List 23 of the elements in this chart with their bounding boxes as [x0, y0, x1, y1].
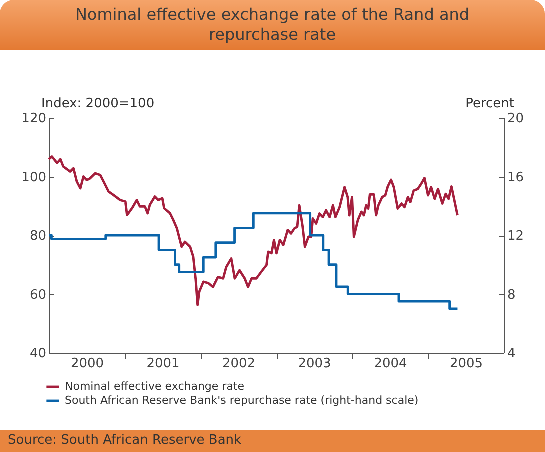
- x-tick-label: 2002: [222, 356, 256, 372]
- y-tick-label: 40: [30, 346, 46, 362]
- x-tick-label: 2003: [298, 356, 332, 372]
- legend-label: Nominal effective exchange rate: [65, 380, 245, 393]
- line-series: [48, 156, 459, 306]
- y2-tick-label: 8: [508, 288, 516, 303]
- y-tick-label: 120: [22, 112, 46, 126]
- y2-tick-label: 16: [508, 170, 524, 186]
- y2-axis-title: Percent: [466, 96, 514, 112]
- source-note: Source: South African Reserve Bank: [0, 430, 545, 452]
- x-tick-label: 2001: [146, 356, 180, 372]
- y2-tick-label: 20: [508, 112, 524, 126]
- y2-tick-label: 12: [508, 229, 524, 244]
- y-tick-label: 100: [22, 170, 46, 186]
- x-tick-label: 2000: [70, 356, 104, 372]
- x-tick-label: 2005: [450, 356, 484, 372]
- chart-title: Nominal effective exchange rate of the Rand and repurchase rate: [74, 5, 471, 45]
- y-axis-title: Index: 2000=100: [42, 96, 155, 112]
- legend-label: South African Reserve Bank's repurchase rate (right-hand scale): [65, 394, 419, 407]
- y-tick-label: 60: [30, 288, 46, 303]
- y2-tick-label: 4: [508, 346, 516, 362]
- y-tick-label: 80: [30, 229, 46, 244]
- x-tick-label: 2004: [374, 356, 408, 372]
